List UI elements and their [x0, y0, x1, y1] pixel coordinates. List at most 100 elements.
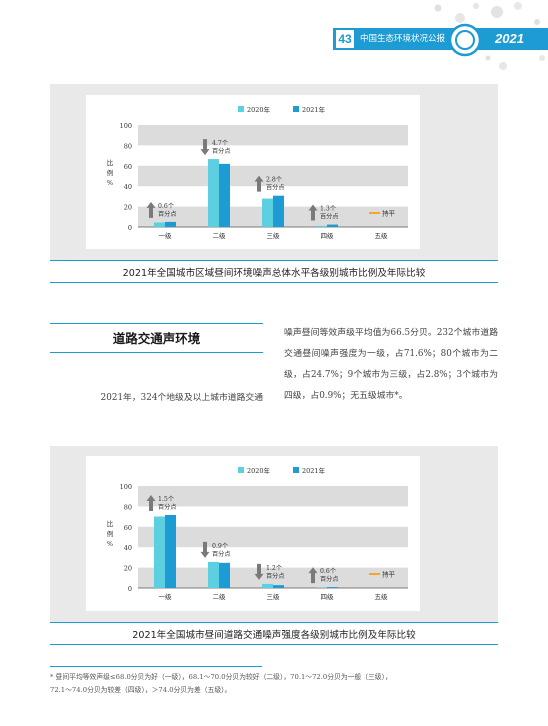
chart1-x-tick-label: 三级	[267, 231, 281, 240]
chart1-legend-label: 2020年	[247, 105, 271, 114]
chart2-x-tick-label: 二级	[213, 592, 227, 601]
chart1-annotation-label: 百分点	[266, 184, 285, 192]
chart2-y-axis-label-char: %	[107, 540, 113, 548]
publication-year: 2021	[495, 31, 524, 46]
figure-2-caption-rule-bottom	[50, 644, 498, 645]
chart2-arrow-up-icon	[146, 494, 156, 511]
chart1-annotation-label: 百分点	[158, 210, 177, 218]
chart2-y-axis-label-char: 例	[107, 529, 114, 538]
chart1-bar	[273, 195, 284, 227]
chart2-bar	[208, 561, 219, 588]
section-title: 道路交通声环境	[112, 331, 201, 346]
chart1-arrow-up-icon	[254, 175, 264, 192]
chart2-annotation-label: 百分点	[320, 575, 339, 583]
chart2-grid-band	[138, 486, 408, 507]
chart1-annotation-label: 2.8个	[266, 177, 282, 184]
figure-1-chart-area: 0 20 40 60 80 100 比例% 2020年 2021年 一级 0.6个 百分点 二级 4.7个…	[86, 95, 420, 249]
chart1-arrow-up-icon	[146, 201, 156, 218]
chart1-annotation-label: 百分点	[212, 147, 231, 155]
chart2-annotation-label: 百分点	[212, 550, 231, 558]
chart2-bar	[273, 585, 284, 588]
chart2-legend-swatch	[293, 467, 299, 473]
chart2-arrow-up-icon	[308, 567, 318, 584]
section-title-rule-top	[50, 323, 263, 324]
figure-2-chart-area: 0 20 40 60 80 100 比例% 2020年 2021年 一级 1.5个 百分点 二级 0.9个…	[86, 456, 420, 611]
chart1-bar	[327, 224, 338, 227]
chart1-y-axis-label-char: %	[107, 179, 113, 187]
chart2-arrow-down-icon	[254, 563, 264, 580]
chart1-bar	[165, 221, 176, 227]
chart2-bar	[165, 514, 176, 588]
chart2-legend-label: 2020年	[247, 466, 271, 475]
chart2-bar	[327, 587, 338, 588]
chart2-annotation-label: 0.9个	[212, 543, 228, 550]
chart1-bar	[219, 163, 230, 227]
chart1-arrow-up-icon	[308, 204, 318, 221]
chart1-annotation-label: 4.7个	[212, 140, 228, 147]
chart1-x-tick-label: 二级	[213, 231, 227, 240]
chart2-arrow-down-icon	[200, 541, 210, 558]
figure-1-caption: 2021年全国城市区域昼间环境噪声总体水平各级别城市比例及年际比较	[122, 268, 426, 279]
chart2-x-tick-label: 三级	[267, 592, 281, 601]
chart1-y-tick-label: 40	[124, 183, 132, 191]
page-number: 43	[336, 30, 354, 48]
chart1-annotation-label: 百分点	[320, 213, 339, 221]
chart1-y-tick-label: 100	[120, 122, 132, 130]
chart1-legend-label: 2021年	[302, 105, 326, 114]
chart1-arrow-down-icon	[200, 139, 210, 156]
chart1-annotation-label: 持平	[382, 209, 396, 218]
chart1-bar	[262, 198, 273, 227]
footnote-rule	[50, 666, 262, 667]
chart2-y-tick-label: 20	[124, 565, 132, 573]
footnote-line-1: * 昼间平均等效声级≤68.0分贝为好（一级），68.1～70.0分贝为较好（二…	[50, 673, 392, 681]
chart1-y-tick-label: 80	[124, 142, 132, 150]
chart2-annotation-label: 0.6个	[320, 568, 336, 575]
chart2-annotation-label: 持平	[382, 570, 396, 579]
chart2-y-tick-label: 80	[124, 503, 132, 511]
chart1-bar	[154, 222, 165, 227]
chart2-annotation-label: 1.5个	[158, 496, 174, 503]
chart1-grid-band	[138, 165, 408, 187]
chart2-y-tick-label: 0	[128, 585, 132, 593]
chart1-legend-swatch	[293, 106, 299, 112]
chart1-y-tick-label: 20	[124, 204, 132, 212]
chart2-x-tick-label: 一级	[159, 592, 173, 601]
chart2-grid-band	[138, 526, 408, 548]
footnote-line-2: 72.1～74.0分贝为较差（四级），＞74.0分贝为差（五级）。	[50, 686, 232, 694]
figure-2-caption-rule	[50, 622, 498, 623]
figure-1-caption-rule	[50, 260, 498, 261]
chart2-annotation-label: 百分点	[158, 503, 177, 511]
chart1-x-tick-label: 五级	[375, 231, 389, 240]
chart2-grid-band	[138, 567, 408, 588]
chart2-x-tick-label: 五级	[375, 592, 389, 601]
chart1-y-tick-label: 0	[128, 224, 132, 232]
chart2-bar	[262, 583, 273, 588]
publication-title: 中国生态环境状况公报	[360, 34, 446, 44]
chart2-y-axis-label-char: 比	[107, 519, 114, 528]
chart1-legend-swatch	[238, 106, 244, 112]
figure-2-caption: 2021年全国城市昼间道路交通噪声强度各级别城市比例及年际比较	[132, 630, 416, 641]
paragraph-right: 噪声昼间等效声级平均值为66.5分贝。232个城市道路交通昼间噪声强度为一级，占…	[284, 328, 498, 401]
chart2-y-tick-label: 60	[124, 524, 132, 532]
chart2-legend-swatch	[238, 467, 244, 473]
chart2-annotation-label: 百分点	[266, 572, 285, 580]
chart1-bar	[316, 225, 327, 227]
chart2-bar	[154, 516, 165, 588]
chart1-y-tick-label: 60	[124, 163, 132, 171]
chart1-grid-band	[138, 125, 408, 146]
section-title-rule-bottom	[50, 352, 263, 353]
chart1-bar	[208, 159, 219, 227]
chart2-annotation-label: 1.2个	[266, 565, 282, 572]
header-ring-icon	[448, 23, 482, 57]
chart2-x-tick-label: 四级	[321, 592, 335, 601]
chart2-legend-label: 2021年	[302, 466, 326, 475]
chart1-x-tick-label: 四级	[321, 231, 335, 240]
chart2-y-tick-label: 40	[124, 544, 132, 552]
chart2-bar	[219, 562, 230, 588]
chart1-x-tick-label: 一级	[159, 231, 173, 240]
header-bar	[333, 28, 548, 50]
chart1-y-axis-label-char: 比	[107, 158, 114, 167]
chart1-annotation-label: 1.3个	[320, 206, 336, 213]
